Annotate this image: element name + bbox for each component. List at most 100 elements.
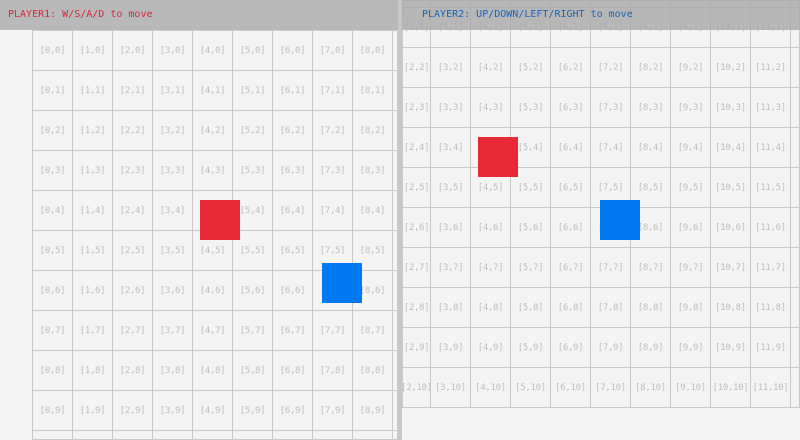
grid-cell: [8,9] [352, 390, 393, 431]
grid-cell [352, 430, 393, 440]
grid-cell: [1,9] [72, 390, 113, 431]
grid-cell: [9,4] [670, 127, 711, 168]
grid-cell: [2,2] [112, 110, 153, 151]
grid-cell: [5,6] [232, 270, 273, 311]
grid-cell: [1,6] [72, 270, 113, 311]
grid-cell: [11,2] [750, 47, 791, 88]
grid-cell: [1,2] [72, 110, 113, 151]
grid-cell: [8,4] [630, 127, 671, 168]
grid-cell: [7,0] [312, 30, 353, 71]
grid-cell: [3,7] [430, 247, 471, 288]
grid-cell: [0,9] [32, 390, 73, 431]
grid-cell: [6,3] [272, 150, 313, 191]
grid-cell: [6,7] [272, 310, 313, 351]
grid-cell: [4,7] [192, 310, 233, 351]
grid-cell: [2,9] [112, 390, 153, 431]
grid-cell: [3,6] [152, 270, 193, 311]
grid-cell: [5,2] [510, 47, 551, 88]
grid-cell: [3,7] [152, 310, 193, 351]
grid-cell: [5,1] [232, 70, 273, 111]
grid-cell: [6,8] [550, 287, 591, 328]
grid-cell: [7,8] [590, 287, 631, 328]
grid-cell: [8,3] [630, 87, 671, 128]
grid-cell: [3,4] [152, 190, 193, 231]
grid-cell: [5,6] [510, 207, 551, 248]
grid-cell: [8,2] [352, 110, 393, 151]
grid-cell: [10,8] [710, 287, 751, 328]
grid-cell: [0,0] [32, 30, 73, 71]
grid-cell: [8,8] [352, 350, 393, 391]
grid-cell: [4,3] [192, 150, 233, 191]
grid-cell: [3,2] [430, 47, 471, 88]
grid-cell: [2,8] [402, 287, 431, 328]
grid-cell: [5,3] [510, 87, 551, 128]
grid-cell: [5,8] [510, 287, 551, 328]
grid-cell: [0,4] [32, 190, 73, 231]
grid-cell: [2,4] [402, 127, 431, 168]
grid-cell: [10,6] [710, 207, 751, 248]
grid-cell: [11,5] [750, 167, 791, 208]
grid-cell [790, 167, 800, 208]
grid-cell: [10,10] [710, 367, 751, 408]
player2-instructions: PLAYER2: UP/DOWN/LEFT/RIGHT to move [402, 0, 800, 30]
grid-cell: [5,9] [232, 390, 273, 431]
grid-cell: [1,0] [72, 30, 113, 71]
grid-cell: [10,2] [710, 47, 751, 88]
grid-cell: [6,8] [272, 350, 313, 391]
grid-cell: [3,3] [430, 87, 471, 128]
grid-cell [232, 430, 273, 440]
grid-cell: [8,4] [352, 190, 393, 231]
player2-viewport: PLAYER2: UP/DOWN/LEFT/RIGHT to move [2,1… [402, 0, 800, 440]
grid-cell: [11,3] [750, 87, 791, 128]
grid-cell: [5,0] [232, 30, 273, 71]
grid-cell: [7,7] [312, 310, 353, 351]
grid-cell: [3,8] [152, 350, 193, 391]
grid-cell: [2,6] [112, 270, 153, 311]
grid-cell: [2,2] [402, 47, 431, 88]
grid-cell: [4,0] [192, 30, 233, 71]
grid-cell: [7,3] [590, 87, 631, 128]
grid-cell: [6,2] [272, 110, 313, 151]
grid-cell: [2,5] [112, 230, 153, 271]
grid-cell: [6,9] [272, 390, 313, 431]
grid-cell: [0,2] [32, 110, 73, 151]
player2-blue-square [322, 263, 362, 303]
grid-cell: [5,2] [232, 110, 273, 151]
grid-cell: [9,5] [670, 167, 711, 208]
grid-cell: [5,7] [232, 310, 273, 351]
grid-cell: [9,6] [670, 207, 711, 248]
grid-cell [790, 87, 800, 128]
grid-cell: [7,2] [312, 110, 353, 151]
grid-cell: [7,10] [590, 367, 631, 408]
grid-cell: [7,9] [590, 327, 631, 368]
grid-cell: [4,6] [192, 270, 233, 311]
grid-cell: [11,10] [750, 367, 791, 408]
grid-cell: [9,9] [670, 327, 711, 368]
grid-cell: [7,8] [312, 350, 353, 391]
grid-cell: [4,9] [470, 327, 511, 368]
grid-cell [72, 430, 113, 440]
grid-cell: [10,4] [710, 127, 751, 168]
player1-red-square [478, 137, 518, 177]
grid-cell: [4,7] [470, 247, 511, 288]
grid-cell: [2,0] [112, 30, 153, 71]
grid-cell [790, 127, 800, 168]
grid-cell: [10,9] [710, 327, 751, 368]
grid-cell [152, 430, 193, 440]
grid-cell: [0,3] [32, 150, 73, 191]
grid-cell: [6,1] [272, 70, 313, 111]
grid-cell [32, 430, 73, 440]
grid-cell: [6,3] [550, 87, 591, 128]
grid-cell: [4,1] [192, 70, 233, 111]
player2-blue-square [600, 200, 640, 240]
grid-cell [272, 430, 313, 440]
player1-instructions: PLAYER1: W/S/A/D to move [0, 0, 398, 30]
grid-cell: [8,2] [630, 47, 671, 88]
grid-cell [790, 247, 800, 288]
grid-cell: [11,8] [750, 287, 791, 328]
grid-cell [312, 430, 353, 440]
grid-cell: [4,8] [192, 350, 233, 391]
grid-cell: [0,8] [32, 350, 73, 391]
grid-cell: [3,0] [152, 30, 193, 71]
grid-cell: [9,3] [670, 87, 711, 128]
